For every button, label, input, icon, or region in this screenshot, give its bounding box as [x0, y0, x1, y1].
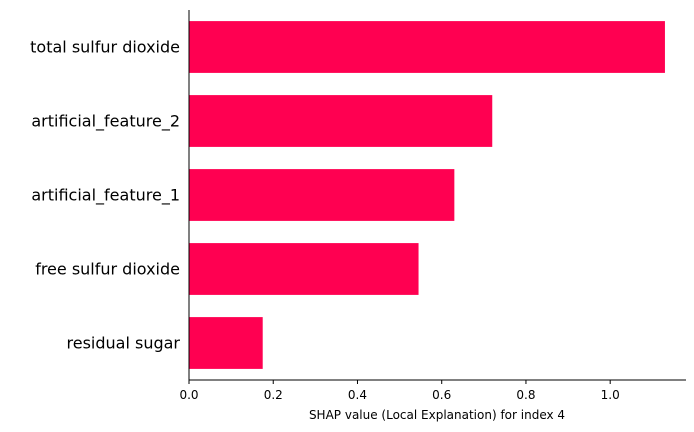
category-label-4: residual sugar	[67, 334, 181, 353]
x-tick-label-2: 0.4	[348, 388, 367, 402]
category-labels: total sulfur dioxide artificial_feature_2…	[30, 38, 180, 353]
x-ticks: 0.0 0.2 0.4 0.6 0.8 1.0	[179, 380, 620, 402]
x-tick-label-3: 0.6	[432, 388, 451, 402]
bar-4	[189, 317, 263, 369]
bar-0	[189, 21, 665, 73]
category-label-1: artificial_feature_2	[31, 112, 180, 132]
category-label-2: artificial_feature_1	[31, 186, 180, 206]
x-tick-label-0: 0.0	[179, 388, 198, 402]
bar-2	[189, 169, 455, 221]
x-axis-title: SHAP value (Local Explanation) for index…	[309, 408, 565, 422]
category-label-3: free sulfur dioxide	[35, 260, 180, 279]
x-tick-label-1: 0.2	[264, 388, 283, 402]
category-label-0: total sulfur dioxide	[30, 38, 180, 57]
x-tick-label-5: 1.0	[601, 388, 620, 402]
bar-3	[189, 243, 419, 295]
x-tick-label-4: 0.8	[516, 388, 535, 402]
bars-group	[189, 21, 665, 369]
bar-1	[189, 95, 493, 147]
